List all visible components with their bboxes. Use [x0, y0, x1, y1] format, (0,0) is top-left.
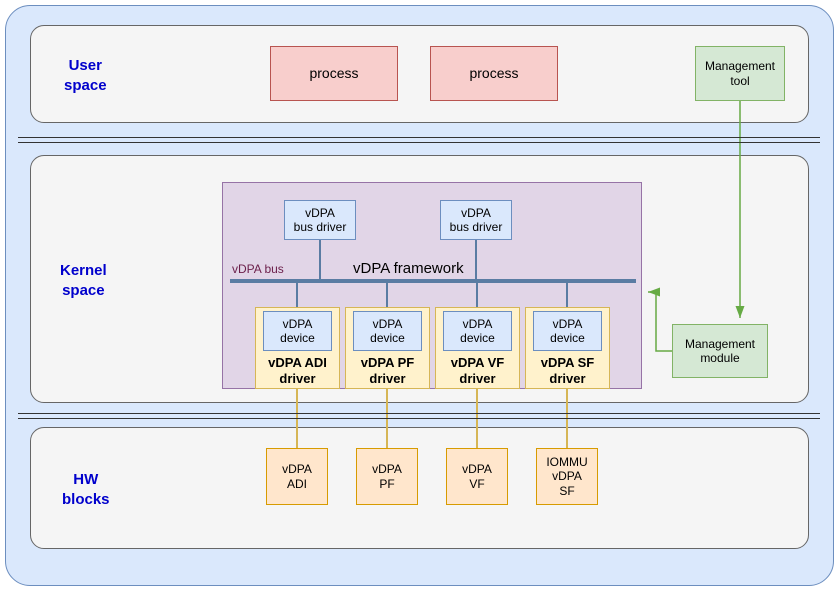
vdpa-framework-title: vDPA framework — [353, 260, 464, 277]
label-kernel-space: Kernelspace — [60, 261, 107, 300]
vdpa-device-4: vDPAdevice — [533, 311, 602, 351]
vdpa-bus-driver-2: vDPAbus driver — [440, 200, 512, 240]
divider-4 — [18, 418, 820, 419]
vdpa-bus-driver-1: vDPAbus driver — [284, 200, 356, 240]
divider-2 — [18, 142, 820, 143]
hw-block-4: IOMMUvDPASF — [536, 448, 598, 505]
hw-block-3: vDPAVF — [446, 448, 508, 505]
divider-1 — [18, 137, 820, 138]
process-box-2: process — [430, 46, 558, 101]
management-module-box: Managementmodule — [672, 324, 768, 378]
vdpa-device-2: vDPAdevice — [353, 311, 422, 351]
label-user-space: Userspace — [64, 56, 107, 95]
label-hw-blocks: HWblocks — [62, 470, 110, 509]
driver-label-3: vDPA VFdriver — [435, 355, 520, 386]
process-box-1: process — [270, 46, 398, 101]
driver-label-1: vDPA ADIdriver — [255, 355, 340, 386]
management-tool-box: Managementtool — [695, 46, 785, 101]
vdpa-bus-label: vDPA bus — [232, 262, 284, 276]
driver-label-4: vDPA SFdriver — [525, 355, 610, 386]
section-user-space — [30, 25, 809, 123]
driver-label-2: vDPA PFdriver — [345, 355, 430, 386]
vdpa-device-3: vDPAdevice — [443, 311, 512, 351]
section-hw-blocks — [30, 427, 809, 549]
vdpa-device-1: vDPAdevice — [263, 311, 332, 351]
divider-3 — [18, 413, 820, 414]
hw-block-1: vDPAADI — [266, 448, 328, 505]
hw-block-2: vDPAPF — [356, 448, 418, 505]
diagram-canvas: Userspace Kernelspace HWblocks vDPA bus … — [0, 0, 839, 591]
